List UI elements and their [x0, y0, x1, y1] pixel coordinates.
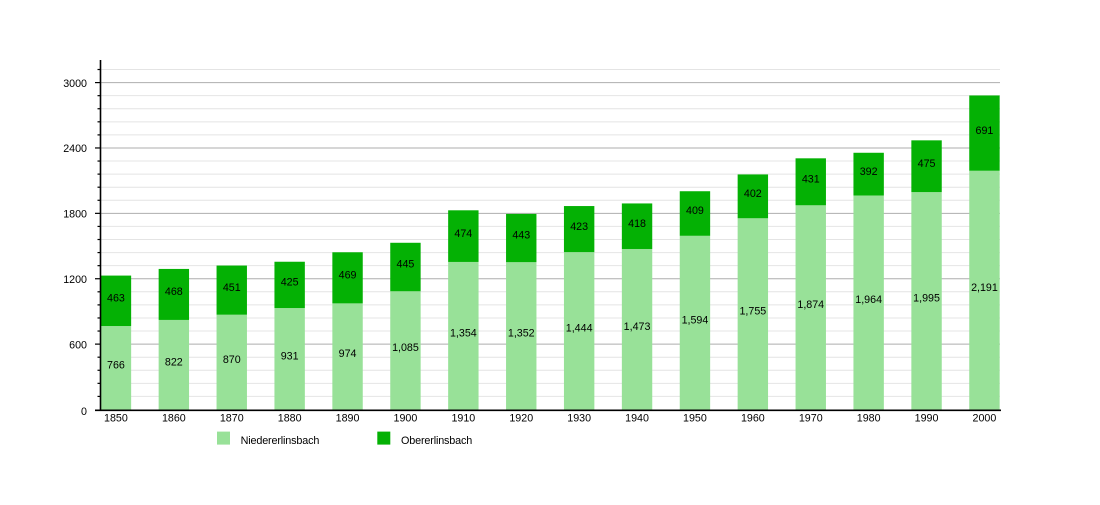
svg-text:600: 600 — [69, 339, 87, 351]
svg-text:1900: 1900 — [394, 413, 418, 425]
svg-text:1200: 1200 — [63, 274, 87, 286]
svg-text:1,352: 1,352 — [508, 328, 535, 340]
svg-text:1,085: 1,085 — [392, 342, 419, 354]
svg-text:1850: 1850 — [104, 413, 128, 425]
svg-text:2000: 2000 — [973, 413, 997, 425]
svg-text:1940: 1940 — [625, 413, 649, 425]
svg-text:766: 766 — [107, 359, 125, 371]
svg-text:2400: 2400 — [63, 143, 87, 155]
svg-text:1800: 1800 — [63, 209, 87, 221]
svg-text:451: 451 — [223, 282, 241, 294]
svg-text:0: 0 — [81, 406, 87, 418]
svg-text:1,755: 1,755 — [739, 306, 766, 318]
svg-text:425: 425 — [281, 277, 299, 289]
svg-text:1870: 1870 — [220, 413, 244, 425]
svg-text:691: 691 — [976, 125, 994, 137]
svg-text:445: 445 — [397, 259, 415, 271]
svg-text:475: 475 — [918, 158, 936, 170]
svg-text:409: 409 — [686, 205, 704, 217]
svg-text:1860: 1860 — [162, 413, 186, 425]
svg-text:870: 870 — [223, 354, 241, 366]
svg-text:1910: 1910 — [451, 413, 475, 425]
svg-text:Obererlinsbach: Obererlinsbach — [401, 435, 472, 447]
svg-text:3000: 3000 — [63, 78, 87, 90]
svg-text:2,191: 2,191 — [971, 282, 998, 294]
svg-text:974: 974 — [339, 348, 357, 360]
svg-text:1890: 1890 — [336, 413, 360, 425]
svg-text:822: 822 — [165, 356, 183, 368]
svg-text:1950: 1950 — [683, 413, 707, 425]
svg-text:1,444: 1,444 — [566, 323, 593, 335]
svg-text:1960: 1960 — [741, 413, 765, 425]
svg-text:418: 418 — [628, 218, 646, 230]
svg-text:Niedererlinsbach: Niedererlinsbach — [241, 435, 320, 447]
svg-text:1,874: 1,874 — [797, 299, 824, 311]
svg-text:1980: 1980 — [857, 413, 881, 425]
svg-text:392: 392 — [860, 166, 878, 178]
svg-text:1,354: 1,354 — [450, 327, 477, 339]
svg-text:1880: 1880 — [278, 413, 302, 425]
svg-text:474: 474 — [454, 228, 472, 240]
svg-text:1,964: 1,964 — [855, 294, 882, 306]
svg-text:463: 463 — [107, 293, 125, 305]
svg-text:1,473: 1,473 — [624, 321, 651, 333]
svg-text:1970: 1970 — [799, 413, 823, 425]
svg-text:402: 402 — [744, 188, 762, 200]
svg-text:468: 468 — [165, 286, 183, 298]
svg-text:423: 423 — [570, 221, 588, 233]
svg-text:1920: 1920 — [509, 413, 533, 425]
svg-text:1,995: 1,995 — [913, 293, 940, 305]
svg-text:443: 443 — [512, 230, 530, 242]
svg-text:431: 431 — [802, 174, 820, 186]
svg-text:1990: 1990 — [915, 413, 939, 425]
svg-text:1,594: 1,594 — [682, 314, 709, 326]
svg-text:1930: 1930 — [567, 413, 591, 425]
svg-text:931: 931 — [281, 350, 299, 362]
svg-text:469: 469 — [339, 270, 357, 282]
